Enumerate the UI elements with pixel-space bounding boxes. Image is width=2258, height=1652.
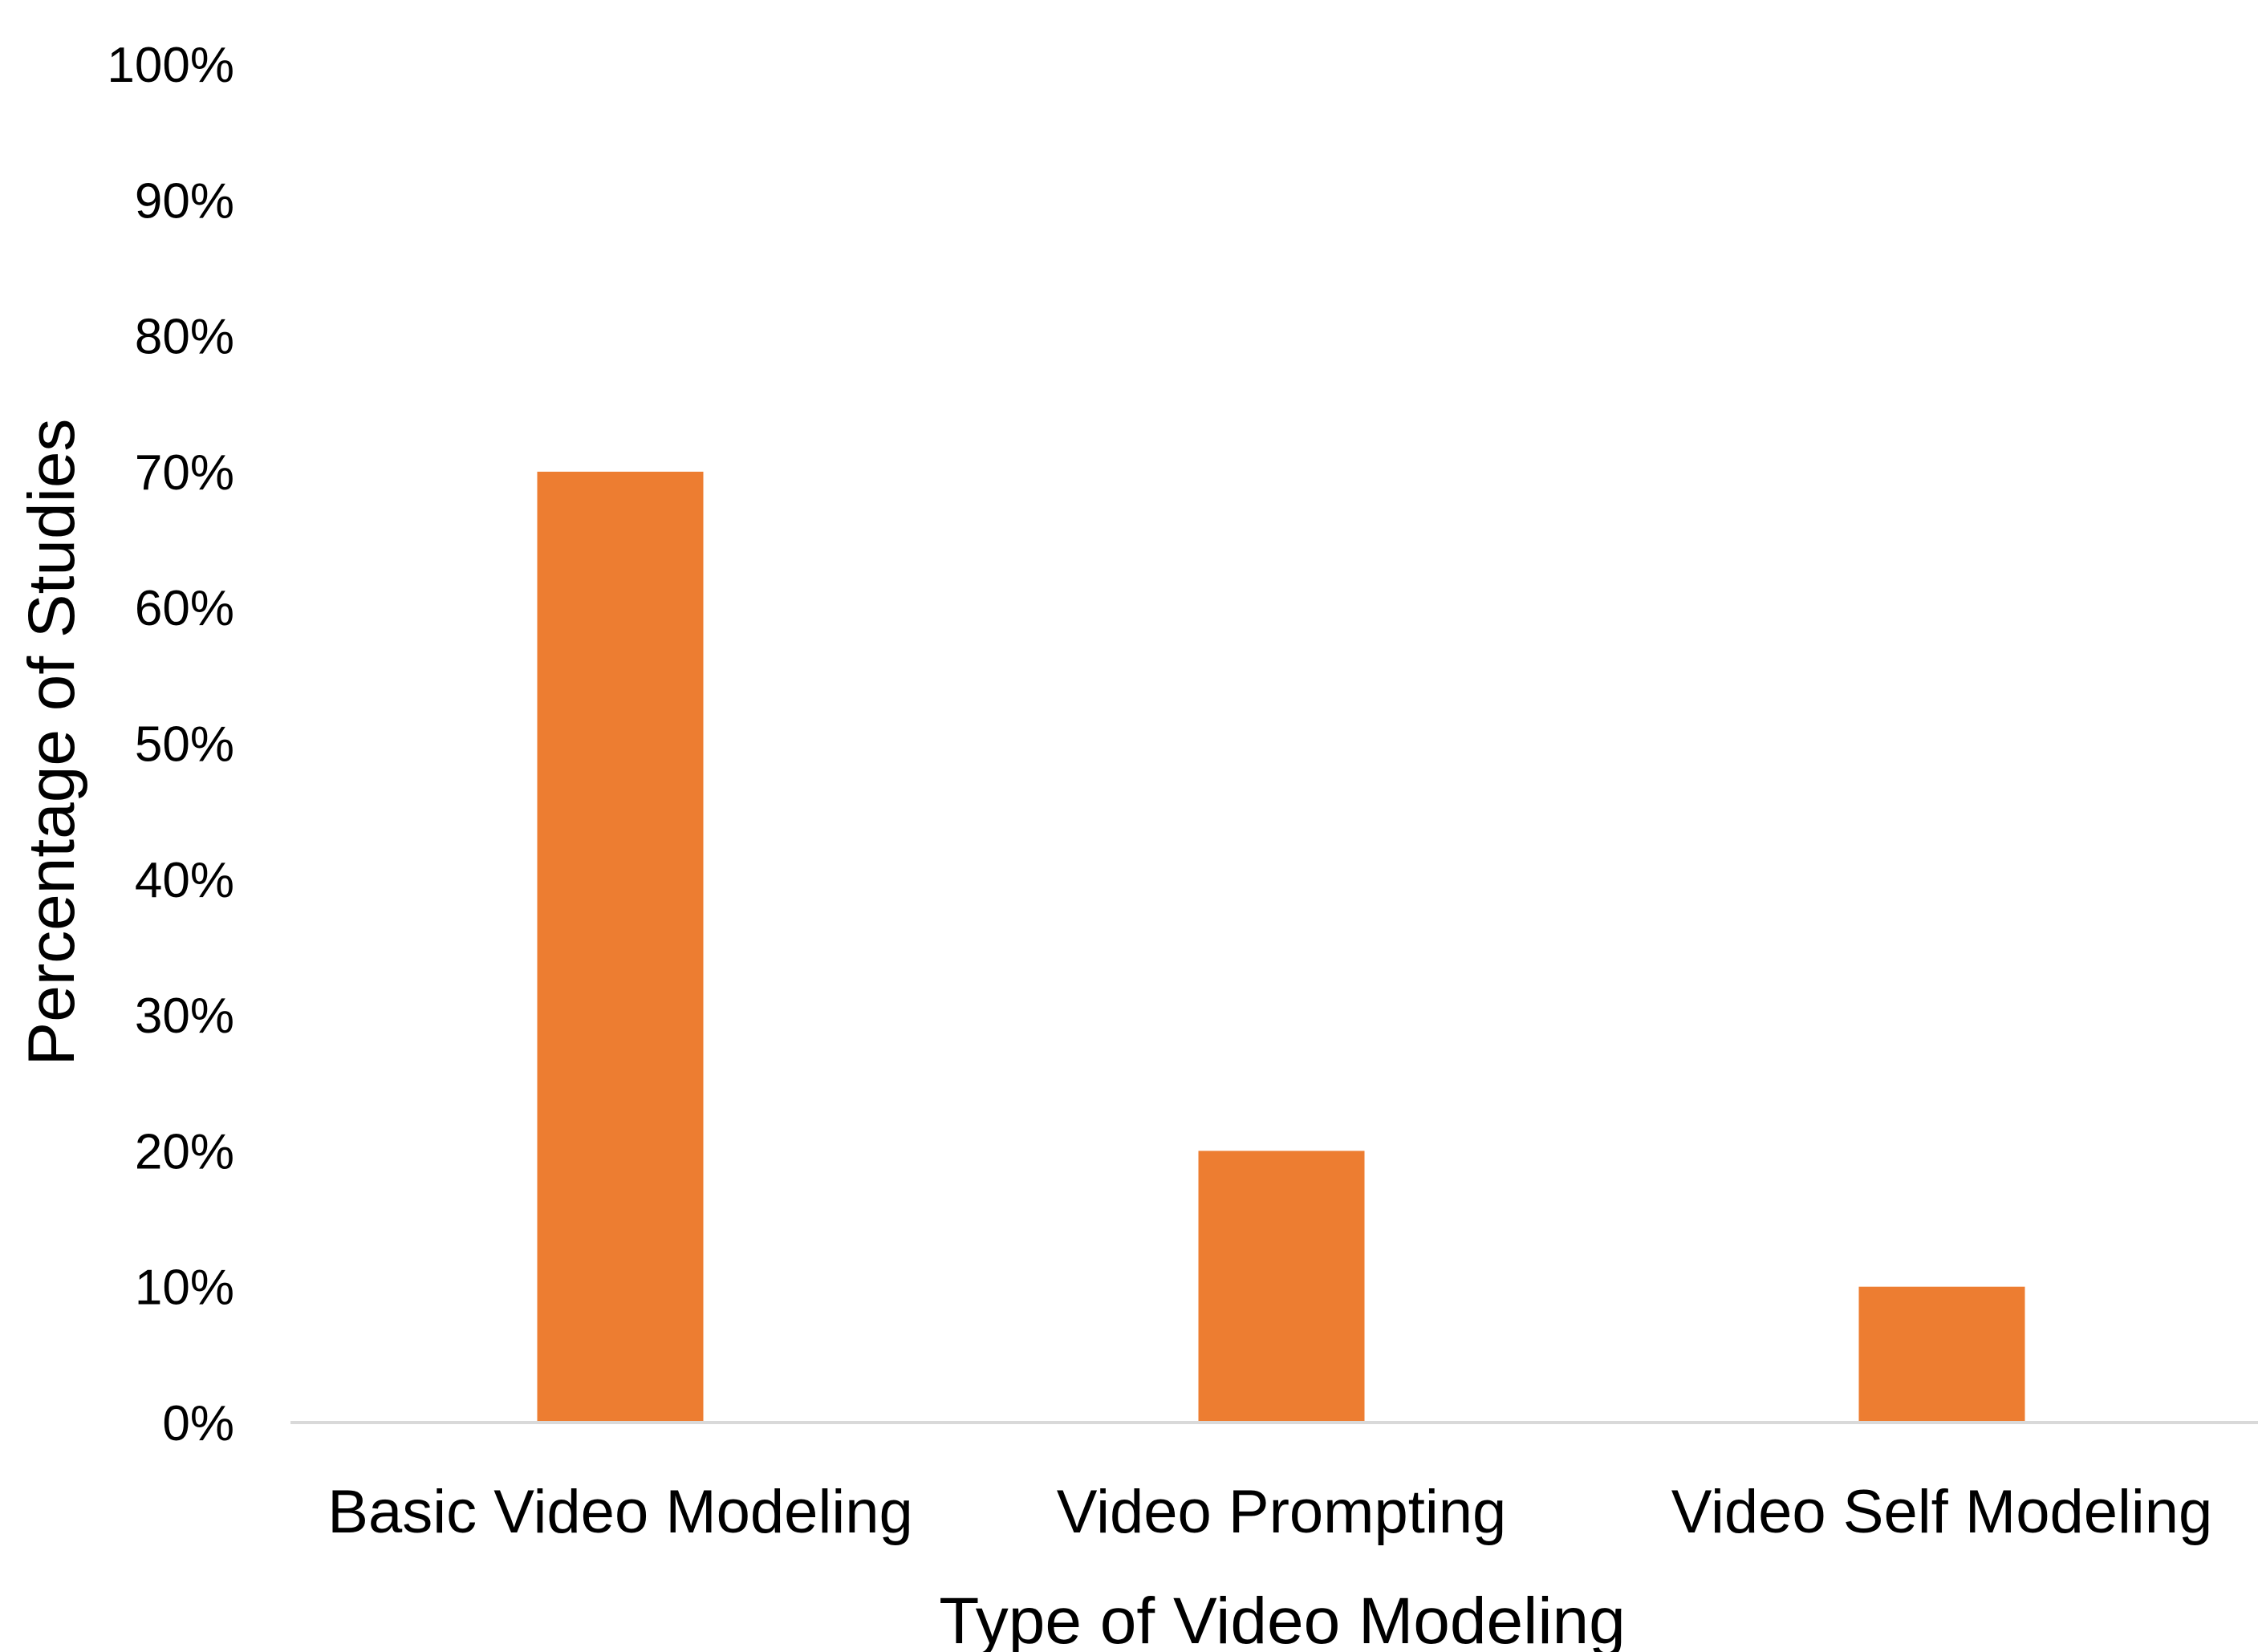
x-axis-categories: Basic Video Modeling Video Prompting Video… (327, 1478, 2212, 1546)
y-tick-label: 40% (135, 853, 234, 908)
y-tick-label: 10% (135, 1260, 234, 1316)
y-tick-label: 0% (162, 1396, 234, 1451)
bar (1198, 1151, 1365, 1423)
x-axis-title: Type of Video Modeling (939, 1585, 1626, 1652)
y-tick-label: 70% (135, 445, 234, 501)
y-tick-label: 100% (107, 38, 234, 93)
y-tick-label: 20% (135, 1124, 234, 1179)
x-category-label: Video Prompting (1057, 1478, 1507, 1546)
bars-group (537, 471, 2025, 1423)
y-axis-title: Percentage of Studies (15, 419, 88, 1066)
y-tick-label: 90% (135, 173, 234, 229)
y-tick-label: 80% (135, 310, 234, 365)
bar (1858, 1286, 2025, 1423)
y-axis-ticks: 0% 10% 20% 30% 40% 50% 60% 70% 80% 90% 100% (107, 38, 234, 1451)
y-tick-label: 60% (135, 581, 234, 636)
x-category-label: Video Self Modeling (1671, 1478, 2213, 1546)
y-tick-label: 30% (135, 988, 234, 1044)
bar (537, 471, 704, 1423)
y-tick-label: 50% (135, 717, 234, 773)
x-category-label: Basic Video Modeling (327, 1478, 913, 1546)
